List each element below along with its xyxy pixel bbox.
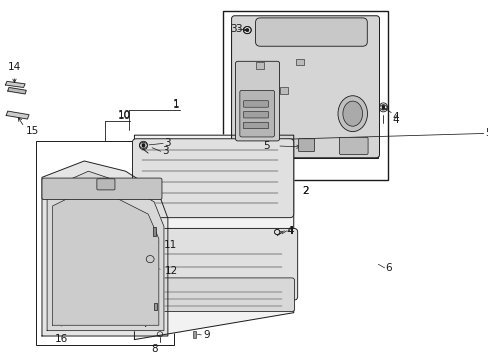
FancyBboxPatch shape (133, 278, 294, 312)
Text: 7: 7 (142, 319, 148, 329)
Bar (280, 87, 287, 94)
Ellipse shape (342, 101, 362, 126)
Polygon shape (230, 26, 378, 158)
FancyBboxPatch shape (339, 137, 367, 154)
Polygon shape (42, 161, 167, 336)
FancyBboxPatch shape (231, 16, 379, 158)
Text: 4: 4 (287, 226, 294, 236)
FancyBboxPatch shape (132, 139, 293, 218)
Circle shape (142, 144, 145, 147)
Text: 10: 10 (118, 111, 131, 121)
Text: 4: 4 (392, 112, 399, 122)
Bar (193, 330, 195, 338)
Polygon shape (6, 111, 29, 119)
Text: 6: 6 (385, 263, 391, 273)
Text: 4: 4 (286, 226, 293, 236)
FancyBboxPatch shape (42, 178, 162, 199)
Text: 2: 2 (302, 186, 308, 197)
FancyBboxPatch shape (132, 228, 297, 300)
Text: 16: 16 (55, 334, 68, 344)
Text: 1: 1 (172, 99, 179, 109)
Circle shape (142, 143, 145, 146)
FancyBboxPatch shape (235, 61, 279, 141)
Text: 8: 8 (150, 344, 157, 354)
Polygon shape (47, 171, 163, 330)
Text: 13: 13 (81, 218, 95, 228)
FancyBboxPatch shape (97, 179, 115, 190)
FancyBboxPatch shape (298, 139, 314, 152)
Text: 15: 15 (26, 126, 40, 135)
Text: 4: 4 (391, 115, 398, 125)
Text: 12: 12 (165, 266, 178, 276)
Bar (36, 140, 173, 345)
Text: 3: 3 (163, 139, 170, 148)
Text: 3: 3 (162, 146, 168, 156)
Ellipse shape (337, 96, 367, 132)
FancyBboxPatch shape (243, 122, 268, 129)
Text: 14: 14 (8, 62, 21, 72)
Text: 1: 1 (172, 100, 179, 111)
Circle shape (245, 29, 248, 32)
Polygon shape (134, 135, 293, 339)
Circle shape (245, 29, 248, 32)
Bar (256, 62, 264, 69)
Text: 10: 10 (118, 110, 131, 120)
Polygon shape (8, 87, 26, 94)
Text: 9: 9 (203, 330, 209, 340)
Polygon shape (5, 81, 25, 87)
Circle shape (381, 105, 384, 108)
Text: 2: 2 (302, 186, 308, 196)
Bar (223, 12, 387, 180)
Text: 5: 5 (262, 141, 269, 151)
FancyBboxPatch shape (239, 90, 274, 137)
FancyBboxPatch shape (243, 101, 268, 107)
Bar (154, 303, 157, 310)
FancyBboxPatch shape (243, 112, 268, 118)
Circle shape (381, 107, 384, 110)
Text: 3: 3 (235, 24, 242, 34)
Text: 3: 3 (230, 24, 236, 35)
FancyBboxPatch shape (255, 18, 366, 46)
Text: 5: 5 (484, 129, 488, 138)
Bar (295, 59, 303, 65)
Text: 11: 11 (163, 240, 177, 250)
Polygon shape (53, 185, 159, 325)
Bar (153, 227, 156, 235)
